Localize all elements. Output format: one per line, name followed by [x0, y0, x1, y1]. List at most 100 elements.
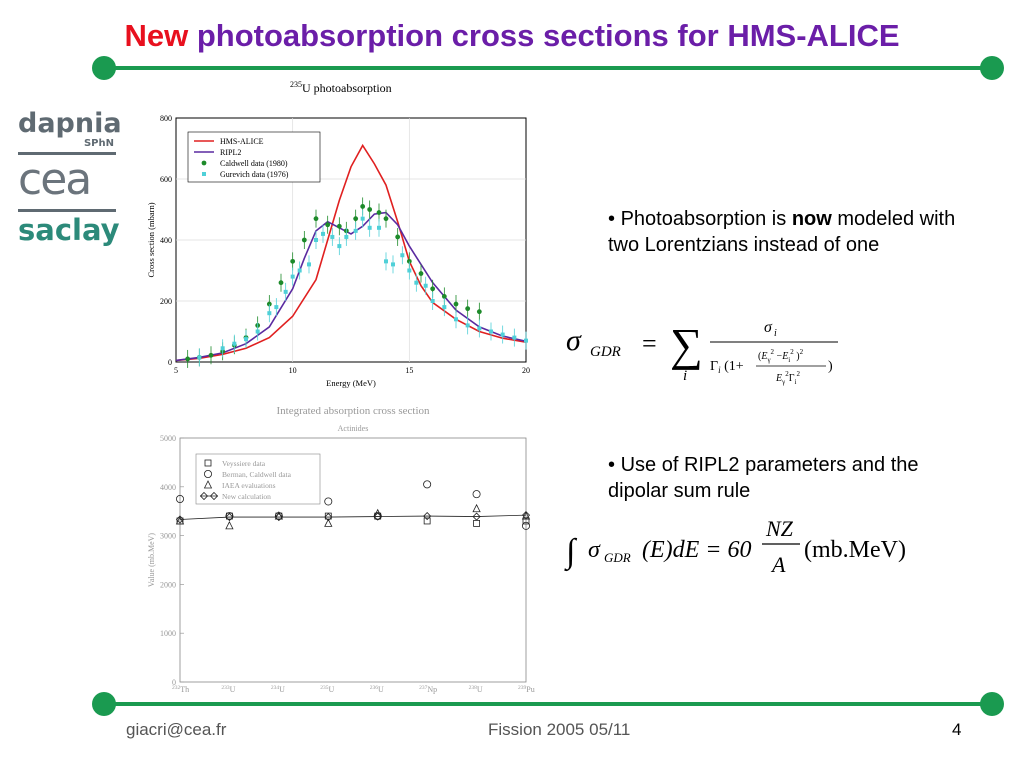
category-mass-number: 235: [320, 685, 329, 691]
chart1-ytick-label: 600: [160, 175, 172, 184]
legend-label: Veyssiere data: [222, 459, 266, 468]
bottom-left-dot: [92, 692, 116, 716]
footer-center: Fission 2005 05/11: [488, 720, 631, 739]
data-point-triangle: [472, 503, 481, 513]
formula1-close-paren: ): [828, 359, 833, 374]
chart1-xtick-label: 20: [522, 366, 530, 375]
data-point-circle: [324, 497, 333, 506]
bullet-marker-2: •: [608, 454, 616, 476]
category-element: Th: [180, 685, 189, 694]
data-point-caldwell: [301, 237, 307, 243]
data-point-caldwell: [376, 210, 382, 215]
bullet1-bold: now: [791, 208, 832, 230]
chart1-xlabel: Energy (MeV): [326, 378, 376, 388]
data-point-gurevich: [391, 262, 395, 267]
category-element: U: [329, 685, 335, 694]
data-point-gurevich: [360, 216, 365, 221]
category-mass-number: 236: [370, 685, 379, 691]
legend-swatch-circle: [204, 470, 213, 479]
series-line-0: [175, 143, 527, 362]
logo-column: dapnia SPhN cea saclay: [18, 108, 122, 290]
chart2-subtitle: Actinides: [338, 424, 369, 433]
data-point-caldwell: [465, 306, 471, 312]
chart2-frame: [179, 437, 527, 683]
data-point-gurevich: [297, 268, 302, 273]
data-point-square: [423, 517, 431, 525]
title-new-word: New: [124, 18, 189, 53]
data-point-caldwell: [290, 258, 296, 264]
data-point-circle: [176, 495, 185, 504]
data-point-caldwell: [476, 309, 482, 315]
data-point-diamond-line: [225, 512, 234, 522]
legend-label: HMS-ALICE: [220, 137, 264, 146]
data-point-triangle: [324, 518, 333, 527]
data-point-gurevich: [337, 244, 342, 249]
data-point-gurevich: [442, 305, 447, 310]
data-point-gurevich: [220, 346, 225, 351]
chart1-title-sup: 235: [290, 80, 302, 89]
data-point-gurevich: [524, 338, 528, 343]
data-point-caldwell: [185, 356, 191, 362]
data-point-gurevich: [423, 283, 428, 288]
chart1-xtick-label: 5: [174, 366, 178, 375]
chart2-category-label: 235U: [320, 685, 334, 694]
legend-label: Gurevich data (1976): [220, 170, 289, 179]
chart2-ytick-label: 3000: [160, 532, 176, 541]
data-point-gurevich: [377, 225, 381, 230]
data-point-gurevich: [244, 337, 248, 342]
data-point-gurevich: [267, 311, 272, 316]
chart2-category-label: 239Pu: [518, 685, 535, 694]
bullet1-text: Photoabsorption is: [620, 208, 792, 230]
formula1-sigma: σ: [566, 324, 582, 357]
data-point-gurevich: [454, 317, 458, 322]
footer-page-number: 4: [952, 720, 962, 739]
data-point-caldwell: [266, 301, 272, 307]
chart2-ytick-label: 5000: [160, 434, 176, 443]
bullet1-rest: modeled with two Lorentzians instead of …: [608, 208, 956, 256]
data-point-caldwell: [353, 216, 359, 222]
data-point-gurevich: [314, 238, 318, 242]
formula2-num: NZ: [765, 516, 794, 541]
legend-swatch-diamond: [199, 491, 209, 501]
chart2-category-label: 232Th: [172, 685, 189, 694]
category-mass-number: 237: [419, 685, 428, 691]
category-mass-number: 238: [469, 685, 478, 691]
legend-label: Caldwell data (1980): [220, 159, 288, 168]
chart1-ylabel: Cross section (mbarn): [146, 202, 156, 277]
legend-label: New calculation: [222, 492, 271, 501]
legend-label: Berman, Caldwell data: [222, 470, 292, 479]
chart2-ytick-label: 4000: [160, 483, 176, 492]
legend-swatch-dot: [201, 160, 207, 166]
slide-title: New photoabsorption cross sections for H…: [0, 18, 1024, 54]
title-rest: photoabsorption cross sections for HMS-A…: [188, 18, 900, 53]
data-point-circle: [423, 480, 432, 489]
formula1-num-sub: i: [774, 328, 777, 339]
formula2-sub: GDR: [604, 550, 631, 565]
data-point-gurevich: [384, 259, 388, 264]
data-point-diamond-line: [373, 512, 382, 521]
logo-sphn: SPhN: [83, 138, 114, 149]
top-right-dot: [980, 56, 1004, 80]
data-point-triangle: [225, 520, 234, 530]
chart1-ytick-label: 0: [168, 358, 172, 367]
category-mass-number: 239: [518, 685, 527, 691]
category-element: U: [230, 685, 236, 694]
footer-email: giacri@cea.fr: [126, 720, 227, 739]
chart1-xtick-label: 10: [289, 366, 297, 375]
chart2-category-label: 234U: [271, 685, 285, 694]
chart2-ytick-label: 0: [172, 678, 176, 687]
data-point-caldwell: [208, 352, 214, 358]
data-point-gurevich: [430, 299, 435, 303]
category-mass-number: 233: [221, 685, 230, 691]
formula1-sub: GDR: [590, 344, 621, 360]
formula1-gamma: Γi (1+: [710, 359, 744, 375]
data-point-caldwell: [367, 207, 373, 212]
data-point-caldwell: [418, 271, 424, 276]
logo-dapnia: dapnia: [18, 108, 122, 139]
data-point-gurevich: [274, 305, 279, 310]
data-point-caldwell: [453, 301, 459, 307]
chart1-ytick-label: 400: [160, 236, 172, 245]
legend-label: RIPL2: [220, 148, 241, 157]
data-point-caldwell: [360, 204, 366, 209]
chart2-category-label: 233U: [221, 685, 235, 694]
